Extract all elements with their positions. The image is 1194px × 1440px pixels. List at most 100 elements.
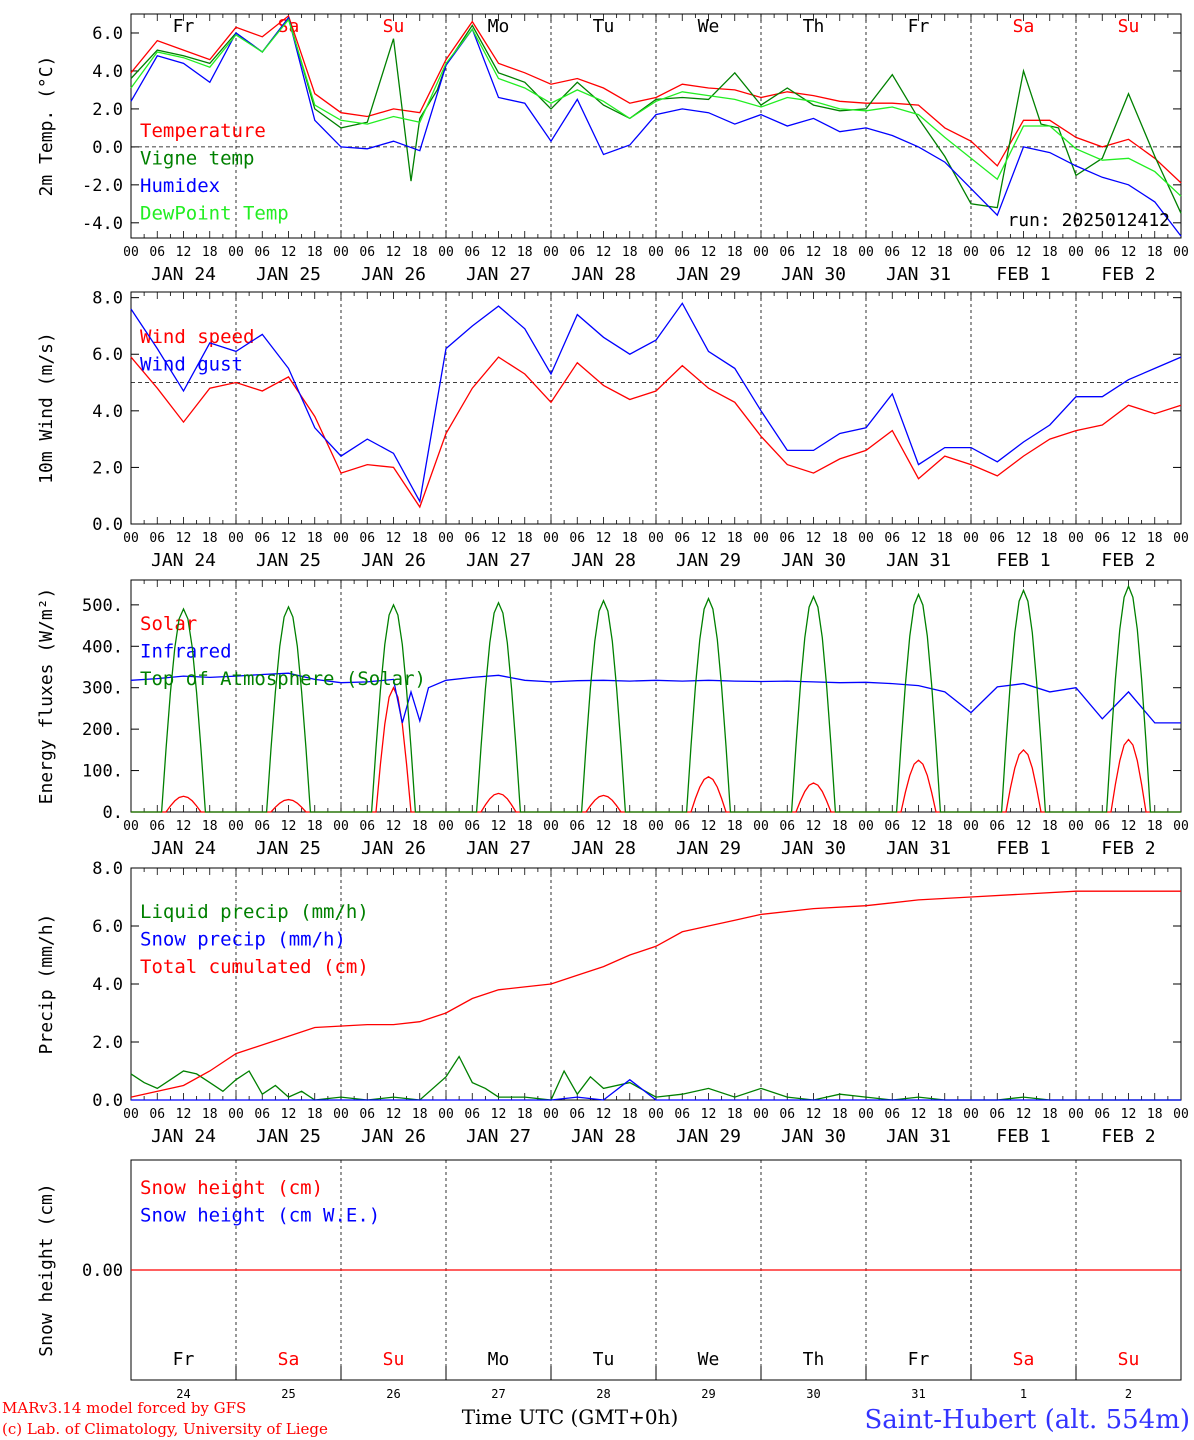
hour-tick-label: 18 — [622, 1107, 638, 1122]
hour-tick-label: 00 — [228, 531, 244, 546]
hour-tick-label: 12 — [1121, 1107, 1137, 1122]
hour-tick-label: 18 — [517, 531, 533, 546]
hour-tick-label: 18 — [727, 531, 743, 546]
y-tick-label: 4.0 — [92, 402, 123, 422]
hour-tick-label: 00 — [1068, 245, 1084, 260]
hour-tick-label: 06 — [884, 819, 900, 834]
hour-tick-label: 06 — [149, 819, 165, 834]
hour-tick-label: 06 — [254, 245, 270, 260]
time-axis-label: Time UTC (GMT+0h) — [462, 1405, 679, 1429]
hour-tick-label: 12 — [806, 531, 822, 546]
day-tick-label: JAN 26 — [361, 550, 426, 571]
day-tick-label: FEB 2 — [1101, 264, 1155, 285]
day-tick-label: JAN 30 — [781, 1126, 846, 1147]
legend-entry: Temperature — [140, 120, 266, 142]
hour-tick-label: 12 — [1016, 531, 1032, 546]
hour-tick-label: 06 — [884, 531, 900, 546]
hour-tick-label: 18 — [937, 1107, 953, 1122]
hour-tick-label: 18 — [1147, 1107, 1163, 1122]
hour-tick-label: 12 — [596, 531, 612, 546]
hour-tick-label: 12 — [596, 819, 612, 834]
weekday-label: Fr — [173, 16, 195, 37]
weekday-label: Sa — [1013, 1349, 1035, 1370]
hour-tick-label: 06 — [674, 245, 690, 260]
hour-tick-label: 06 — [569, 245, 585, 260]
legend-entry: Snow height (cm) — [140, 1177, 323, 1199]
day-tick-label: FEB 1 — [996, 264, 1050, 285]
hour-tick-label: 00 — [123, 1107, 139, 1122]
hour-tick-label: 00 — [123, 531, 139, 546]
series-line-red — [130, 890, 1181, 1098]
hour-tick-label: 18 — [727, 819, 743, 834]
legend-entry: Top of Atmosphere (Solar) — [140, 668, 426, 690]
y-tick-label: 8.0 — [92, 289, 123, 309]
hour-tick-label: 00 — [1173, 245, 1189, 260]
hour-tick-label: 00 — [753, 819, 769, 834]
hour-tick-label: 00 — [543, 819, 559, 834]
panel-temp: 00 06 12 18 JAN 24 00 06 12 18 JAN 25 00 06 12 18 JAN … — [36, 13, 1189, 285]
hour-tick-label: 12 — [491, 1107, 507, 1122]
hour-tick-label: 00 — [333, 245, 349, 260]
hour-tick-label: 06 — [149, 245, 165, 260]
hour-tick-label: 12 — [1121, 819, 1137, 834]
y-tick-label: 0. — [103, 803, 123, 823]
hour-tick-label: 18 — [832, 245, 848, 260]
hour-tick-label: 12 — [281, 1107, 297, 1122]
day-tick-label: JAN 29 — [676, 1126, 741, 1147]
day-tick-label: FEB 1 — [996, 550, 1050, 571]
hour-tick-label: 18 — [412, 531, 428, 546]
hour-tick-label: 18 — [517, 245, 533, 260]
hour-tick-label: 18 — [307, 819, 323, 834]
day-tick-label: JAN 29 — [676, 264, 741, 285]
hour-tick-label: 12 — [176, 245, 192, 260]
panel-precip: 00 06 12 18 JAN 24 00 06 12 18 JAN 25 00 06 12 18 JAN … — [36, 859, 1189, 1147]
legend-entry: Solar — [140, 613, 197, 635]
day-tick-label: JAN 24 — [151, 1126, 216, 1147]
hour-tick-label: 18 — [412, 245, 428, 260]
day-number-label: 27 — [491, 1387, 505, 1401]
hour-tick-label: 06 — [779, 531, 795, 546]
series-line-red — [130, 356, 1182, 509]
hour-tick-label: 18 — [622, 245, 638, 260]
legend-entry: Vigne temp — [140, 148, 254, 170]
y-tick-label: 8.0 — [92, 859, 123, 879]
hour-tick-label: 18 — [202, 531, 218, 546]
hour-tick-label: 06 — [674, 819, 690, 834]
day-tick-label: JAN 31 — [886, 264, 951, 285]
hour-tick-label: 06 — [1094, 531, 1110, 546]
hour-tick-label: 06 — [674, 531, 690, 546]
weekday-label: Su — [383, 16, 405, 37]
day-tick-label: JAN 31 — [886, 550, 951, 571]
hour-tick-label: 00 — [648, 819, 664, 834]
hour-tick-label: 12 — [911, 819, 927, 834]
hour-tick-label: 06 — [1094, 245, 1110, 260]
hour-tick-label: 12 — [386, 1107, 402, 1122]
hour-tick-label: 12 — [701, 819, 717, 834]
hour-tick-label: 06 — [359, 245, 375, 260]
day-tick-label: FEB 1 — [996, 838, 1050, 859]
hour-tick-label: 12 — [911, 245, 927, 260]
panels-layer: 00 06 12 18 JAN 24 00 06 12 18 JAN 25 00 06 12 18 JAN … — [36, 13, 1189, 1401]
hour-tick-label: 18 — [412, 819, 428, 834]
hour-tick-label: 00 — [228, 245, 244, 260]
y-tick-label: 0.0 — [92, 515, 123, 535]
day-tick-label: JAN 25 — [256, 264, 321, 285]
y-tick-label: 0.00 — [82, 1261, 123, 1281]
hour-tick-label: 06 — [254, 819, 270, 834]
weekday-label: Su — [383, 1349, 405, 1370]
day-tick-label: JAN 30 — [781, 264, 846, 285]
hour-tick-label: 12 — [701, 245, 717, 260]
hour-tick-label: 06 — [359, 531, 375, 546]
hour-tick-label: 06 — [1094, 819, 1110, 834]
hour-tick-label: 00 — [858, 245, 874, 260]
hour-tick-label: 00 — [648, 1107, 664, 1122]
hour-tick-label: 12 — [281, 245, 297, 260]
hour-tick-label: 12 — [1016, 245, 1032, 260]
series-line-blue — [130, 302, 1182, 504]
y-axis-label: Snow height (cm) — [36, 1183, 57, 1356]
hour-tick-label: 12 — [386, 819, 402, 834]
hour-tick-label: 06 — [254, 1107, 270, 1122]
y-tick-label: 4.0 — [92, 975, 123, 995]
day-tick-label: JAN 24 — [151, 264, 216, 285]
day-tick-label: JAN 26 — [361, 1126, 426, 1147]
